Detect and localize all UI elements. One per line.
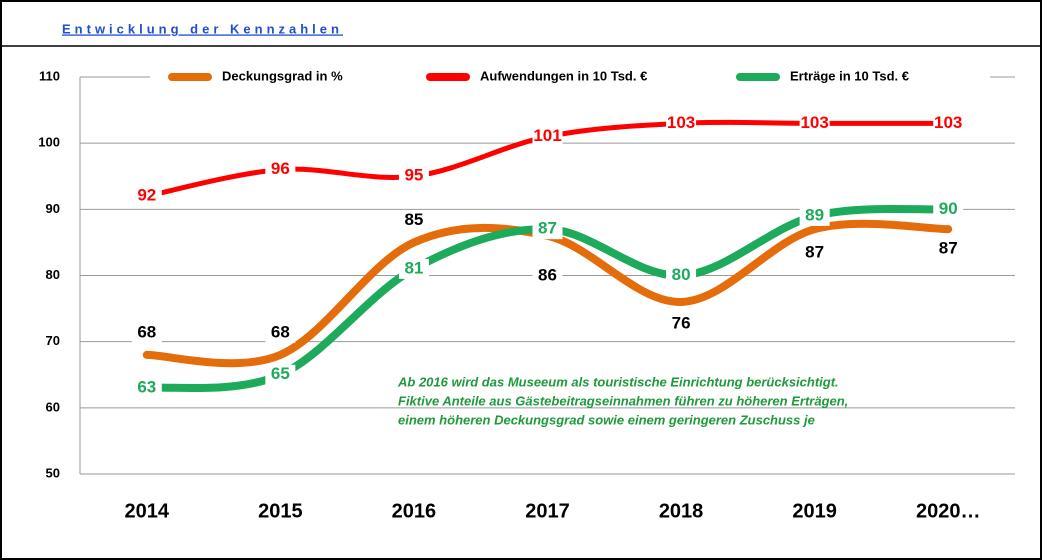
data-label: 103 bbox=[934, 113, 962, 132]
legend-label: Erträge in 10 Tsd. € bbox=[790, 68, 909, 83]
data-label-background bbox=[131, 322, 162, 343]
data-label-background bbox=[666, 313, 697, 334]
data-label-background bbox=[933, 113, 964, 134]
y-tick-label: 80 bbox=[46, 267, 60, 282]
x-tick-label: 2016 bbox=[392, 500, 437, 522]
data-label-background bbox=[265, 322, 296, 343]
x-tick-label: 2020… bbox=[916, 500, 981, 522]
data-label: 65 bbox=[271, 364, 290, 383]
data-label-background bbox=[265, 159, 296, 180]
y-tick-label: 60 bbox=[46, 399, 60, 414]
y-tick-label: 90 bbox=[46, 201, 60, 216]
y-tick-label: 50 bbox=[46, 465, 60, 480]
data-label-background bbox=[398, 210, 429, 231]
annotation: Fiktive Anteile aus Gästebeitragseinnahm… bbox=[398, 393, 848, 408]
x-tick-label: 2015 bbox=[258, 500, 303, 522]
legend-label: Deckungsgrad in % bbox=[222, 68, 343, 83]
data-label: 87 bbox=[538, 219, 557, 238]
data-label-background bbox=[131, 186, 162, 207]
data-label-background bbox=[532, 126, 563, 147]
data-label: 68 bbox=[137, 322, 156, 341]
x-tick-label: 2017 bbox=[525, 500, 570, 522]
data-label: 96 bbox=[271, 159, 290, 178]
data-label: 86 bbox=[538, 265, 557, 284]
legend-label: Aufwendungen in 10 Tsd. € bbox=[480, 68, 647, 83]
data-label-background bbox=[799, 205, 830, 226]
chart-title: Entwicklung der Kennzahlen bbox=[62, 21, 343, 36]
data-label: 68 bbox=[271, 322, 290, 341]
data-label: 63 bbox=[137, 377, 156, 396]
data-label-background bbox=[666, 113, 697, 134]
data-label-background bbox=[799, 243, 830, 264]
data-label-background bbox=[933, 239, 964, 260]
data-label: 85 bbox=[404, 210, 423, 229]
legend-background bbox=[150, 64, 990, 90]
data-label-background bbox=[131, 377, 162, 398]
x-tick-label: 2019 bbox=[792, 500, 837, 522]
data-label-background bbox=[933, 199, 964, 220]
data-label: 95 bbox=[404, 166, 423, 185]
data-label: 101 bbox=[533, 126, 561, 145]
y-tick-label: 70 bbox=[46, 333, 60, 348]
y-tick-label: 100 bbox=[38, 135, 60, 150]
annotation: Ab 2016 wird das Museeum als touristisch… bbox=[397, 374, 839, 389]
data-label-background bbox=[398, 166, 429, 187]
data-label: 87 bbox=[805, 243, 824, 262]
data-label-background bbox=[532, 219, 563, 240]
data-label: 76 bbox=[672, 313, 691, 332]
data-label-background bbox=[799, 113, 830, 134]
data-label: 87 bbox=[939, 239, 958, 258]
data-label: 92 bbox=[137, 186, 156, 205]
data-label-background bbox=[398, 258, 429, 279]
annotation: einem höheren Deckungsgrad sowie einem g… bbox=[398, 412, 815, 427]
data-label: 89 bbox=[805, 205, 824, 224]
x-tick-label: 2014 bbox=[125, 500, 170, 522]
data-label-background bbox=[666, 265, 697, 286]
data-label: 80 bbox=[672, 265, 691, 284]
x-tick-label: 2018 bbox=[659, 500, 704, 522]
data-label: 90 bbox=[939, 199, 958, 218]
data-label: 103 bbox=[667, 113, 695, 132]
data-label-background bbox=[265, 364, 296, 385]
data-label: 103 bbox=[800, 113, 828, 132]
data-label: 81 bbox=[404, 258, 423, 277]
y-tick-label: 110 bbox=[39, 68, 60, 83]
data-label-background bbox=[532, 265, 563, 286]
